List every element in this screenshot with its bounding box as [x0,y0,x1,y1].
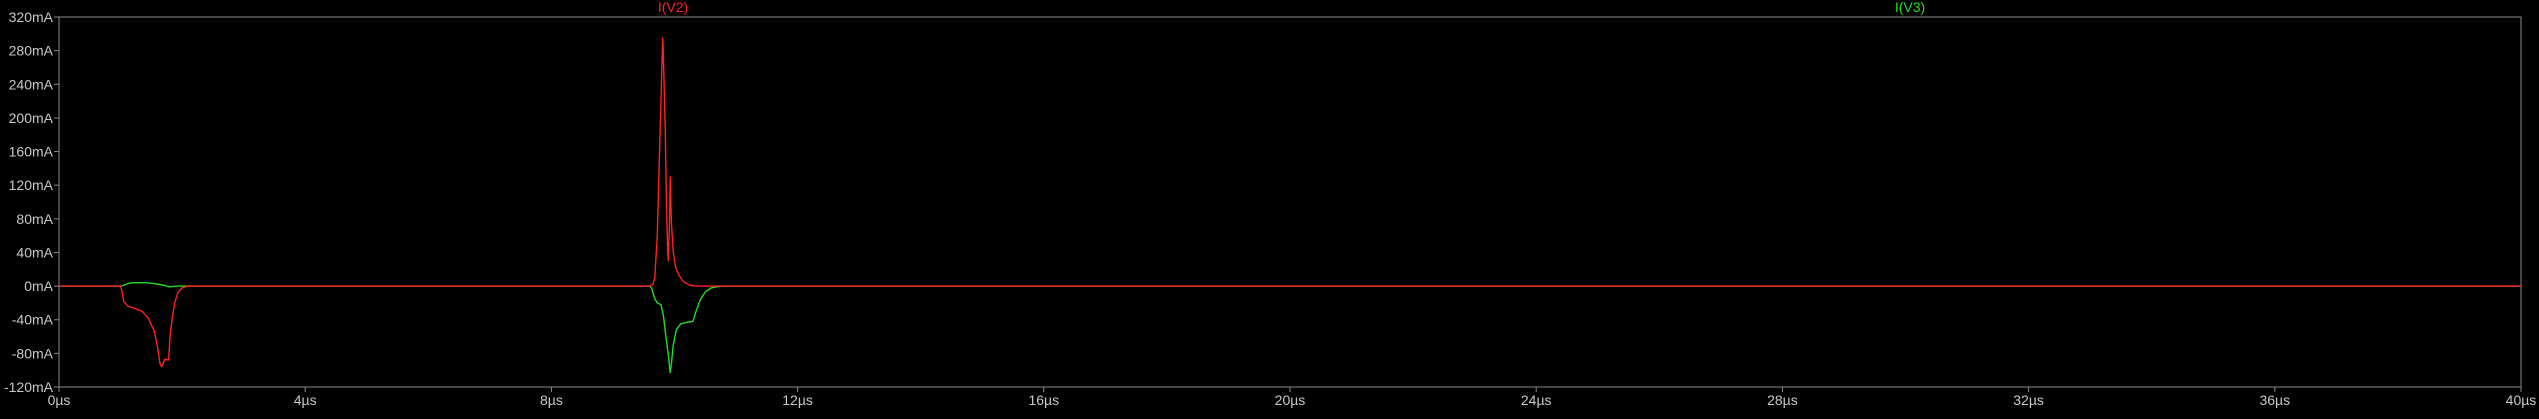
x-tick-label: 20µs [1275,392,1306,408]
x-tick-label: 28µs [1767,392,1798,408]
y-tick-label: 0mA [24,278,53,294]
x-tick-label: 32µs [2013,392,2044,408]
y-tick-label: 280mA [9,43,54,59]
series-line-1 [59,37,2521,368]
series-layer [59,37,2521,374]
x-tick-label: 24µs [1521,392,1552,408]
legend-label-2: I(V3) [1895,0,1925,15]
legend-label-1: I(V2) [658,0,688,15]
y-tick-label: -80mA [12,345,54,361]
x-tick-label: 8µs [540,392,563,408]
x-tick-label: 12µs [782,392,813,408]
x-tick-label: 0µs [48,392,71,408]
axis-ticks: 0µs 4µs 8µs 12µs 16µs 20µs 24µs 28µs 32µs 36µs 40µ… [4,9,2536,408]
y-tick-label: 80mA [16,211,53,227]
y-tick-label: 240mA [9,76,54,92]
y-tick-label: -120mA [4,379,54,395]
x-tick-label: 4µs [294,392,317,408]
y-tick-label: 200mA [9,110,54,126]
y-tick-label: 320mA [9,9,54,25]
y-tick-label: -40mA [12,312,54,328]
legend: I(V2) I(V3) [658,0,1925,15]
y-tick-label: 120mA [9,177,54,193]
x-tick-label: 16µs [1028,392,1059,408]
x-tick-label: 40µs [2506,392,2537,408]
y-tick-label: 40mA [16,244,53,260]
series-line-2 [59,282,2521,374]
plot-frame [58,16,2522,388]
y-tick-label: 160mA [9,144,54,160]
x-tick-label: 36µs [2259,392,2290,408]
